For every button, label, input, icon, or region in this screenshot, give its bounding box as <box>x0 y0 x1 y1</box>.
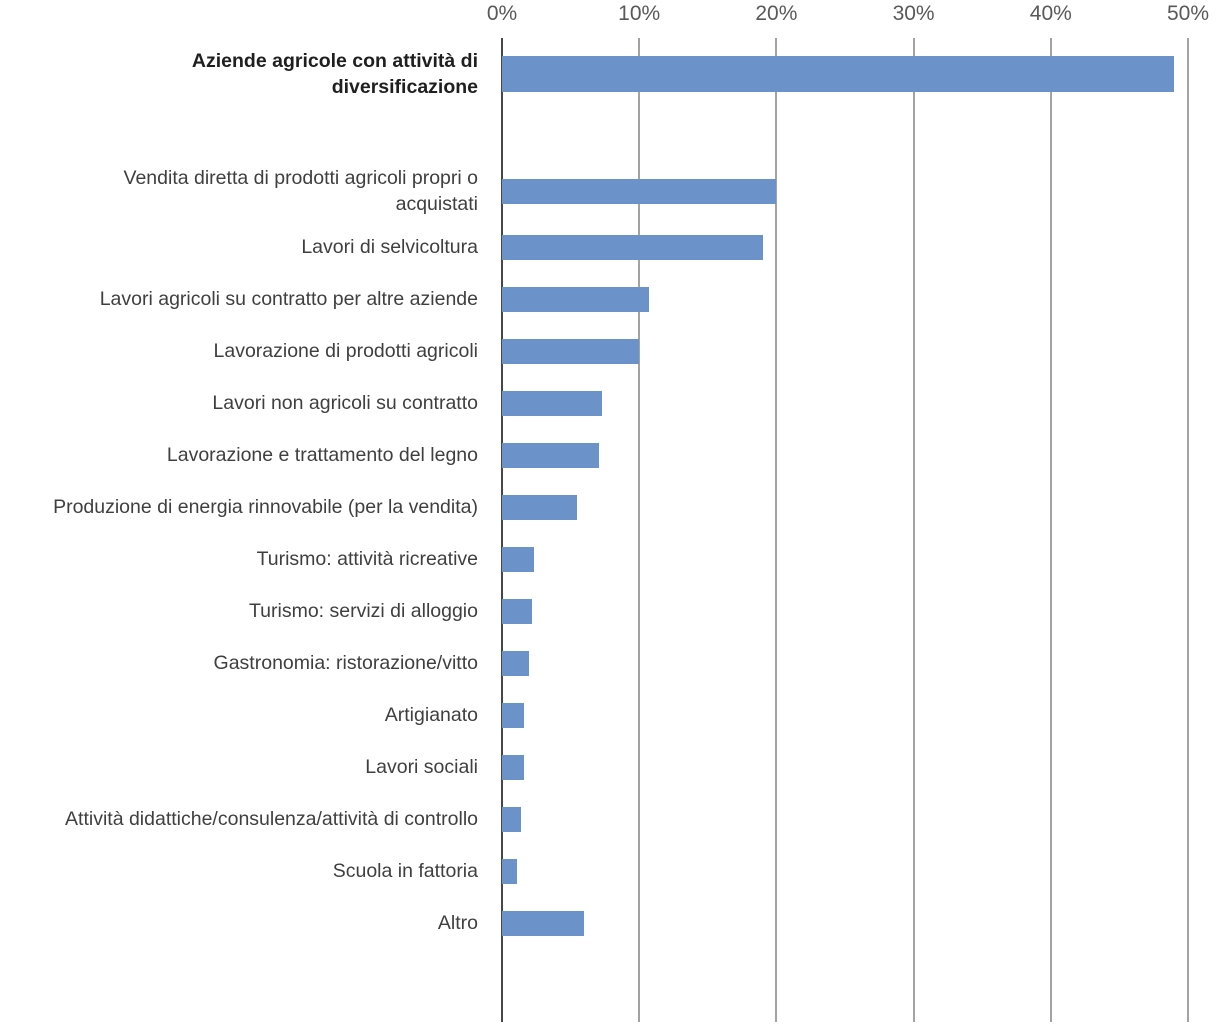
chart-row: Lavori agricoli su contratto per altre a… <box>0 273 1188 325</box>
chart-row: Produzione di energia rinnovabile (per l… <box>0 481 1188 533</box>
bar <box>502 806 522 832</box>
bar <box>502 910 585 936</box>
gridline <box>912 38 915 1022</box>
bar <box>502 178 777 204</box>
bar <box>502 494 578 520</box>
chart-row: Altro <box>0 897 1188 949</box>
x-axis-tick-label: 50% <box>1166 2 1210 25</box>
chart-row: Lavori non agricoli su contratto <box>0 377 1188 429</box>
bar <box>502 754 524 780</box>
category-label: Altro <box>437 912 478 934</box>
bar-track <box>502 537 1188 581</box>
bar <box>502 546 534 572</box>
bar-track <box>502 797 1188 841</box>
category-label: Turismo: attività ricreative <box>256 548 478 570</box>
category-label: Lavorazione di prodotti agricoli <box>213 340 479 362</box>
chart-row: Gastronomia: ristorazione/vitto <box>0 637 1188 689</box>
x-axis-tick-label: 10% <box>618 2 661 25</box>
bar-track <box>502 589 1188 633</box>
chart-row: Lavori di selvicoltura <box>0 221 1188 273</box>
category-label: Gastronomia: ristorazione/vitto <box>213 652 478 674</box>
x-axis-tick-label: 30% <box>892 2 935 25</box>
x-axis: 0% 10% 20% 30% 40% 50% <box>487 2 1209 36</box>
bar-track <box>502 693 1188 737</box>
chart-row: Turismo: attività ricreative <box>0 533 1188 585</box>
bar-track <box>502 277 1188 321</box>
bar-track <box>502 901 1188 945</box>
bar-track <box>502 381 1188 425</box>
gridline <box>1187 38 1189 1022</box>
bar-track <box>502 745 1188 789</box>
bar <box>502 598 533 624</box>
gridline <box>775 38 778 1022</box>
bar-track <box>502 641 1188 685</box>
category-label: Lavorazione e trattamento del legno <box>166 444 478 466</box>
category-label: Scuola in fattoria <box>332 860 478 882</box>
x-axis-tick-label: 0% <box>486 2 518 25</box>
category-label: Aziende agricole con attività di diversi… <box>191 50 478 98</box>
chart-row: Lavorazione e trattamento del legno <box>0 429 1188 481</box>
category-label: Lavori sociali <box>365 756 478 778</box>
bar <box>502 650 530 676</box>
category-label: Artigianato <box>384 704 478 726</box>
gridline <box>638 38 641 1022</box>
chart-row: Lavorazione di prodotti agricoli <box>0 325 1188 377</box>
bar-track <box>502 849 1188 893</box>
bar <box>502 858 518 884</box>
bar-track <box>502 485 1188 529</box>
chart-row: Aziende agricole con attività di diversi… <box>0 44 1188 104</box>
bar <box>502 234 763 260</box>
category-label: Lavori agricoli su contratto per altre a… <box>99 288 478 310</box>
chart-row: Turismo: servizi di alloggio <box>0 585 1188 637</box>
chart-row: Artigianato <box>0 689 1188 741</box>
x-axis-tick-label: 40% <box>1029 2 1072 25</box>
bar-track <box>502 433 1188 477</box>
chart-row: Lavori sociali <box>0 741 1188 793</box>
category-label: Lavori di selvicoltura <box>301 236 478 258</box>
plot-gridlines <box>501 38 1189 1022</box>
bar <box>502 56 1175 92</box>
category-label: Attività didattiche/consulenza/attività … <box>65 808 478 830</box>
bar <box>502 702 524 728</box>
bar-track <box>502 329 1188 373</box>
bar-track <box>502 225 1188 269</box>
chart-row: Vendita diretta di prodotti agricoli pro… <box>0 161 1188 221</box>
axis-baseline <box>501 38 503 1022</box>
chart-row: Attività didattiche/consulenza/attività … <box>0 793 1188 845</box>
category-label: Vendita diretta di prodotti agricoli pro… <box>123 167 478 215</box>
gridline <box>1049 38 1052 1022</box>
category-label: Turismo: servizi di alloggio <box>248 600 478 622</box>
bar <box>502 286 649 312</box>
bar <box>502 390 603 416</box>
bar <box>502 338 640 364</box>
category-label: Lavori non agricoli su contratto <box>212 392 478 414</box>
chart-row: Scuola in fattoria <box>0 845 1188 897</box>
x-axis-tick-label: 20% <box>755 2 798 25</box>
bar-track <box>502 48 1188 100</box>
bar <box>502 442 600 468</box>
bar-track <box>502 165 1188 217</box>
chart-rows: Aziende agricole con attività di diversi… <box>0 44 1188 949</box>
category-label: Produzione di energia rinnovabile (per l… <box>53 496 478 518</box>
